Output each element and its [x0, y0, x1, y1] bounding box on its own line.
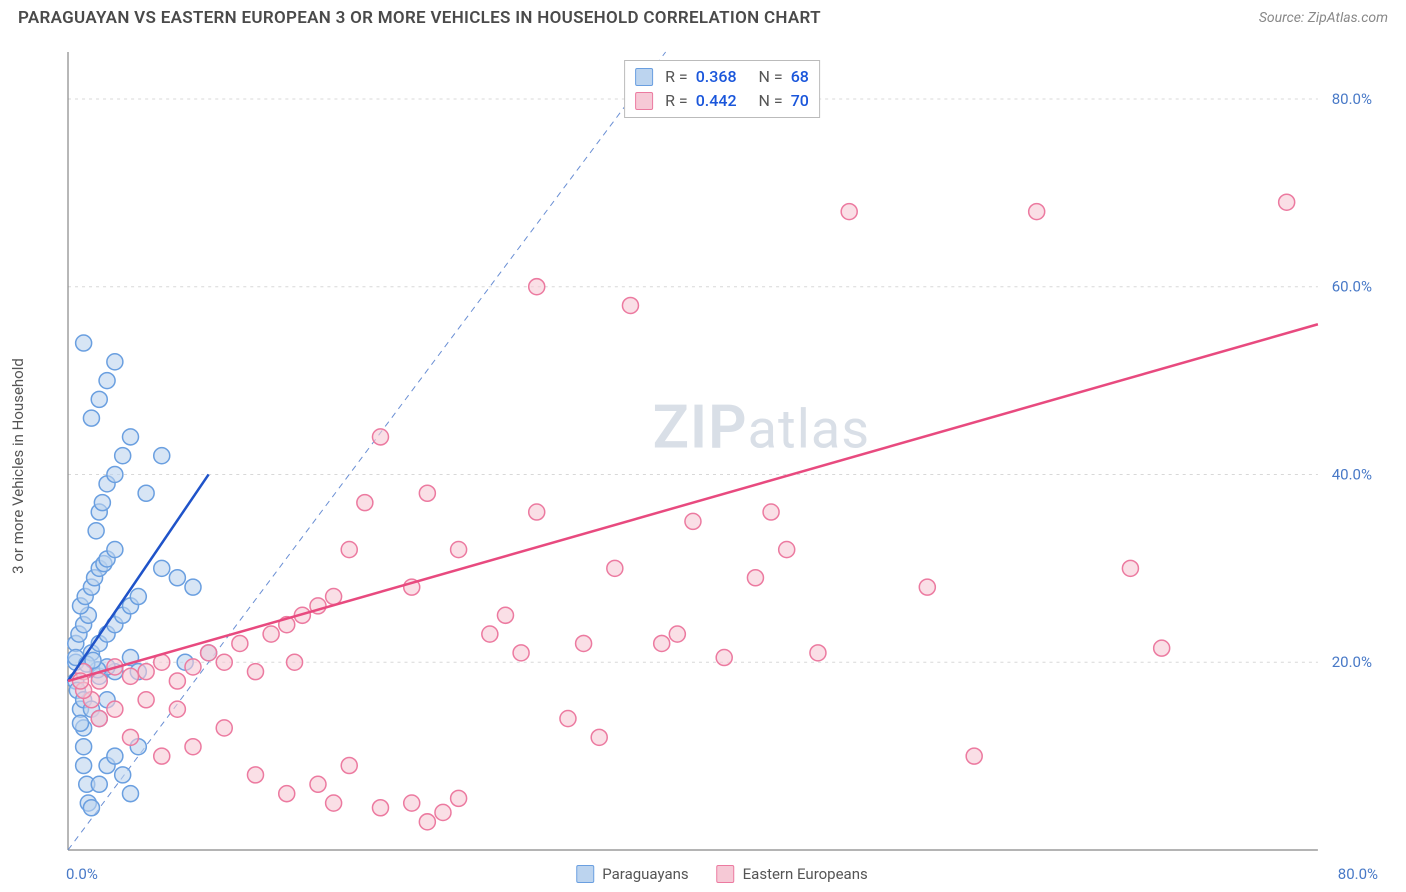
- x-axis-min-label: 0.0%: [66, 865, 98, 883]
- stats-legend-box: R = 0.368 N = 68 R = 0.442 N = 70: [624, 60, 820, 118]
- r-label: R =: [665, 89, 688, 113]
- r-label: R =: [665, 65, 688, 89]
- legend-item: Paraguayans: [576, 865, 688, 883]
- legend-swatch: [576, 865, 594, 883]
- x-axis-max-label: 80.0%: [1338, 865, 1378, 883]
- legend-label: Eastern Europeans: [743, 865, 868, 883]
- r-value: 0.442: [696, 89, 737, 113]
- legend-swatch: [717, 865, 735, 883]
- r-value: 0.368: [696, 65, 737, 89]
- stats-row: R = 0.442 N = 70: [635, 89, 809, 113]
- svg-text:40.0%: 40.0%: [1332, 465, 1372, 483]
- n-label: N =: [759, 89, 783, 113]
- series-swatch: [635, 68, 653, 86]
- series-swatch: [635, 92, 653, 110]
- legend-label: Paraguayans: [602, 865, 688, 883]
- chart-title: PARAGUAYAN VS EASTERN EUROPEAN 3 OR MORE…: [18, 8, 821, 28]
- svg-text:20.0%: 20.0%: [1332, 653, 1372, 671]
- y-axis-label: 3 or more Vehicles in Household: [9, 358, 27, 574]
- n-value: 70: [791, 89, 809, 113]
- svg-text:60.0%: 60.0%: [1332, 278, 1372, 296]
- legend-item: Eastern Europeans: [717, 865, 868, 883]
- n-value: 68: [791, 65, 809, 89]
- n-label: N =: [759, 65, 783, 89]
- source-name: ZipAtlas.com: [1308, 10, 1388, 26]
- series-legend: Paraguayans Eastern Europeans: [576, 865, 868, 883]
- stats-row: R = 0.368 N = 68: [635, 65, 809, 89]
- svg-text:80.0%: 80.0%: [1332, 90, 1372, 108]
- x-axis-row: 0.0% Paraguayans Eastern Europeans 80.0%: [66, 856, 1378, 892]
- source-attribution: Source: ZipAtlas.com: [1259, 10, 1388, 26]
- source-prefix: Source:: [1259, 10, 1308, 26]
- plot-area: 20.0%40.0%60.0%80.0% ZIPatlas R =0.368N …: [66, 50, 1378, 852]
